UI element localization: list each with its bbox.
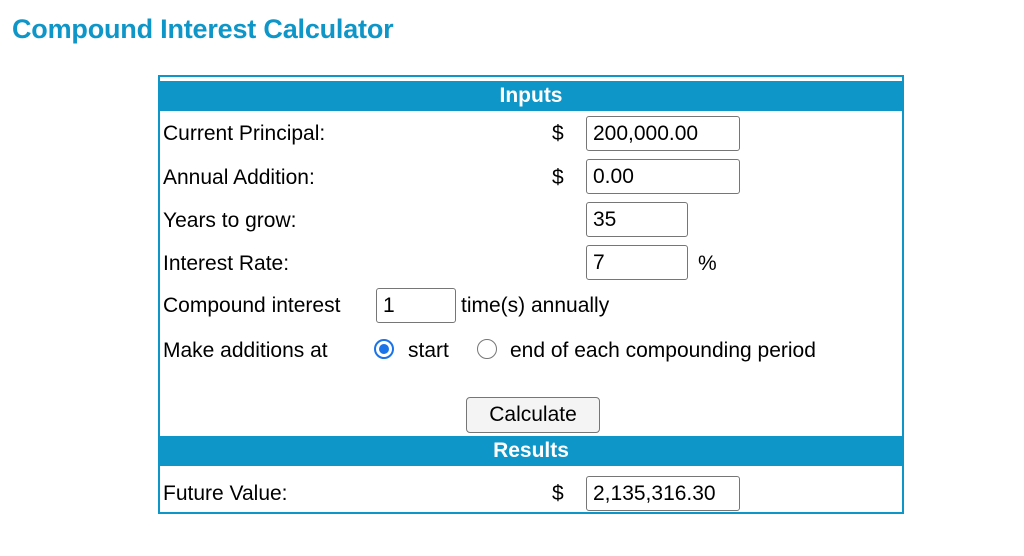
addition-label: Annual Addition: <box>163 166 315 189</box>
future-value-currency-symbol: $ <box>552 482 564 505</box>
years-input[interactable] <box>586 202 688 237</box>
future-value-label: Future Value: <box>163 482 288 505</box>
compound-frequency-input[interactable] <box>376 288 456 323</box>
additions-start-label: start <box>408 339 449 362</box>
addition-currency-symbol: $ <box>552 166 564 189</box>
rate-input[interactable] <box>586 245 688 280</box>
page-title: Compound Interest Calculator <box>12 14 394 44</box>
calculate-button[interactable]: Calculate <box>466 397 600 433</box>
additions-timing-label: Make additions at <box>163 339 328 362</box>
principal-currency-symbol: $ <box>552 122 564 145</box>
principal-input[interactable] <box>586 116 740 151</box>
inputs-header: Inputs <box>160 81 902 111</box>
compound-label: Compound interest <box>163 294 341 317</box>
rate-percent-symbol: % <box>698 252 717 275</box>
principal-label: Current Principal: <box>163 122 326 145</box>
additions-end-radio[interactable] <box>477 339 497 359</box>
rate-label: Interest Rate: <box>163 252 290 275</box>
additions-end-label: end of each compounding period <box>510 339 816 362</box>
calculator-form: Inputs Current Principal: $ Annual Addit… <box>158 75 904 514</box>
compound-suffix-label: time(s) annually <box>461 294 610 317</box>
future-value-output[interactable] <box>586 476 740 511</box>
additions-start-radio[interactable] <box>374 339 394 359</box>
results-header: Results <box>160 436 902 466</box>
addition-input[interactable] <box>586 159 740 194</box>
years-label: Years to grow: <box>163 209 297 232</box>
